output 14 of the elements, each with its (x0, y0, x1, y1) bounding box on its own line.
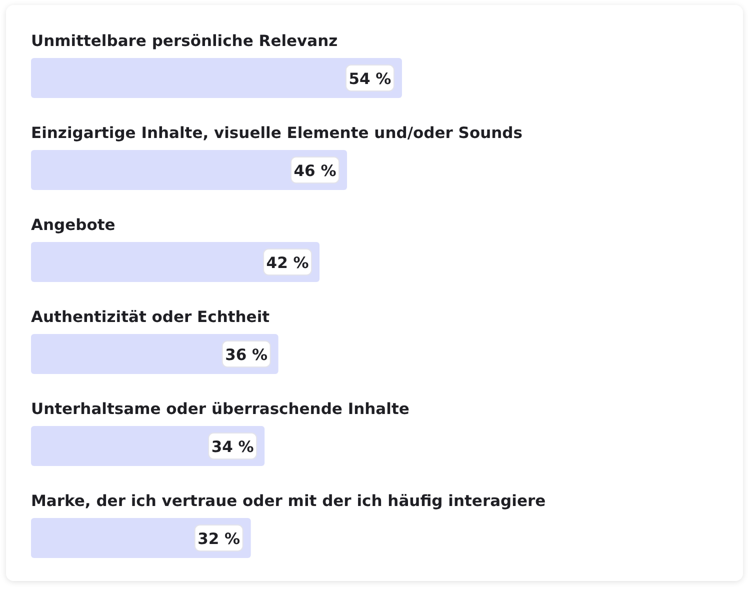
data-label: 32 % (198, 530, 241, 548)
data-label: 54 % (348, 70, 392, 88)
data-label: 36 % (225, 346, 268, 364)
data-label: 34 % (211, 438, 254, 456)
y-tick-label: Einzigartige Inhalte, visuelle Elemente und/oder Sounds (31, 124, 522, 142)
data-label: 46 % (294, 162, 337, 180)
bar (31, 58, 402, 98)
y-tick-label: Marke, der ich vertraue oder mit der ich häufig interagiere (31, 492, 546, 510)
bar (31, 150, 348, 190)
y-tick-label: Authentizität oder Echtheit (31, 308, 270, 326)
data-label: 42 % (266, 254, 310, 272)
y-tick-label: Unterhaltsame oder überraschende Inhalte (31, 400, 410, 418)
y-tick-label: Angebote (31, 216, 116, 234)
y-tick-label: Unmittelbare persönliche Relevanz (31, 32, 338, 50)
